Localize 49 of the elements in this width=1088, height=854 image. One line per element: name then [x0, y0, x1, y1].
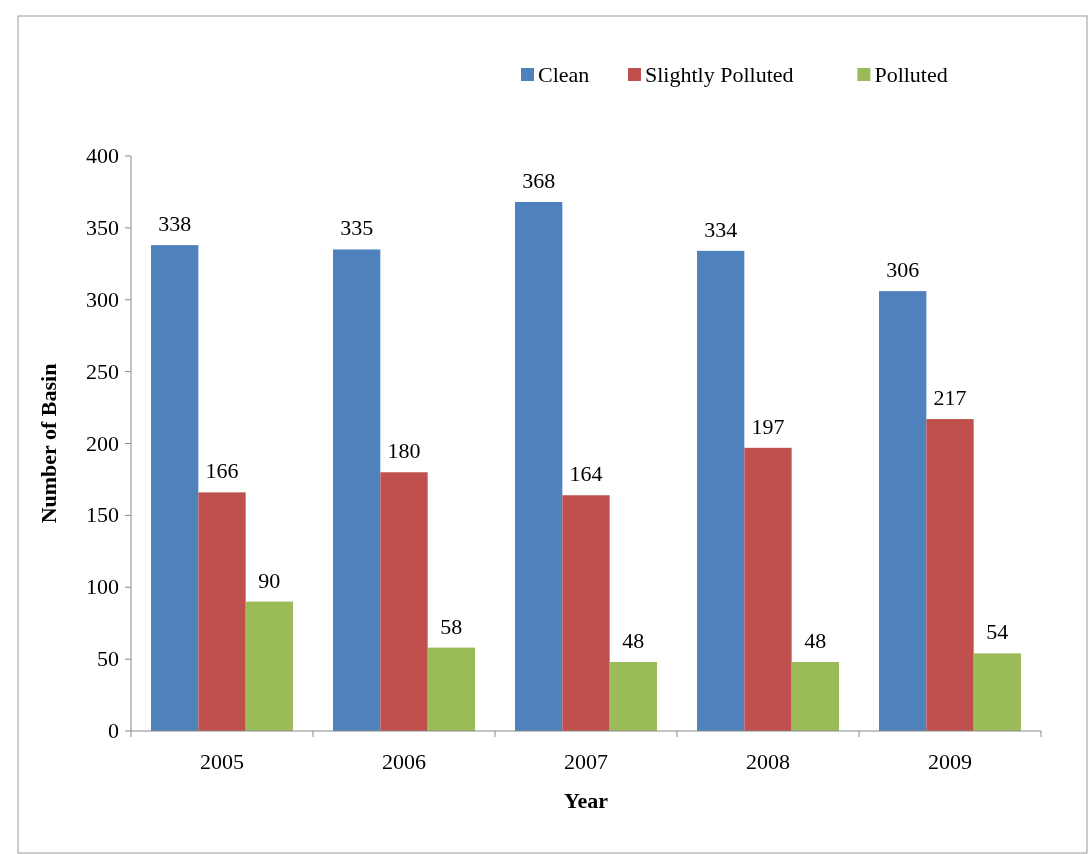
bar [427, 647, 475, 731]
bar [245, 601, 293, 731]
bar [926, 419, 974, 731]
y-axis-title: Number of Basin [36, 363, 61, 524]
y-tick-label: 250 [86, 358, 119, 384]
y-tick-label: 50 [97, 646, 119, 672]
data-label: 180 [387, 438, 421, 464]
data-label: 48 [622, 628, 645, 653]
legend-label: Clean [538, 62, 590, 87]
legend-label: Slightly Polluted [645, 62, 794, 87]
data-label: 164 [569, 461, 603, 487]
bar [151, 245, 199, 731]
data-label: 197 [751, 413, 785, 439]
bar [744, 447, 792, 731]
bar [791, 662, 839, 731]
data-label: 90 [258, 567, 281, 593]
x-axis-title: Year [564, 788, 609, 813]
bar [198, 492, 246, 731]
data-label: 338 [158, 211, 192, 237]
x-tick-label: 2008 [746, 749, 790, 774]
y-tick-label: 0 [108, 718, 119, 743]
bar [879, 291, 927, 731]
data-label: 306 [886, 257, 920, 283]
y-tick-label: 200 [86, 430, 119, 456]
x-tick-label: 2007 [564, 749, 608, 774]
bar [562, 495, 610, 731]
y-tick-label: 100 [86, 574, 119, 600]
y-tick-label: 350 [86, 214, 119, 240]
data-label: 54 [986, 619, 1009, 645]
y-tick-label: 150 [86, 502, 119, 528]
legend-label: Polluted [874, 62, 948, 87]
x-tick-label: 2009 [928, 749, 972, 774]
x-tick-label: 2005 [200, 749, 244, 774]
data-label: 48 [804, 628, 827, 653]
data-label: 58 [440, 613, 463, 639]
y-tick-label: 300 [86, 286, 119, 312]
bar [609, 662, 657, 731]
bar [333, 249, 381, 731]
data-label: 217 [933, 385, 967, 411]
bar [380, 472, 428, 731]
bar [515, 202, 563, 731]
data-label: 166 [205, 458, 239, 484]
data-label: 335 [340, 215, 374, 241]
y-tick-label: 400 [86, 143, 119, 168]
bar [697, 250, 745, 731]
data-label: 334 [704, 216, 738, 242]
bar [973, 653, 1021, 731]
data-label: 368 [522, 168, 556, 193]
x-tick-label: 2006 [382, 749, 426, 774]
